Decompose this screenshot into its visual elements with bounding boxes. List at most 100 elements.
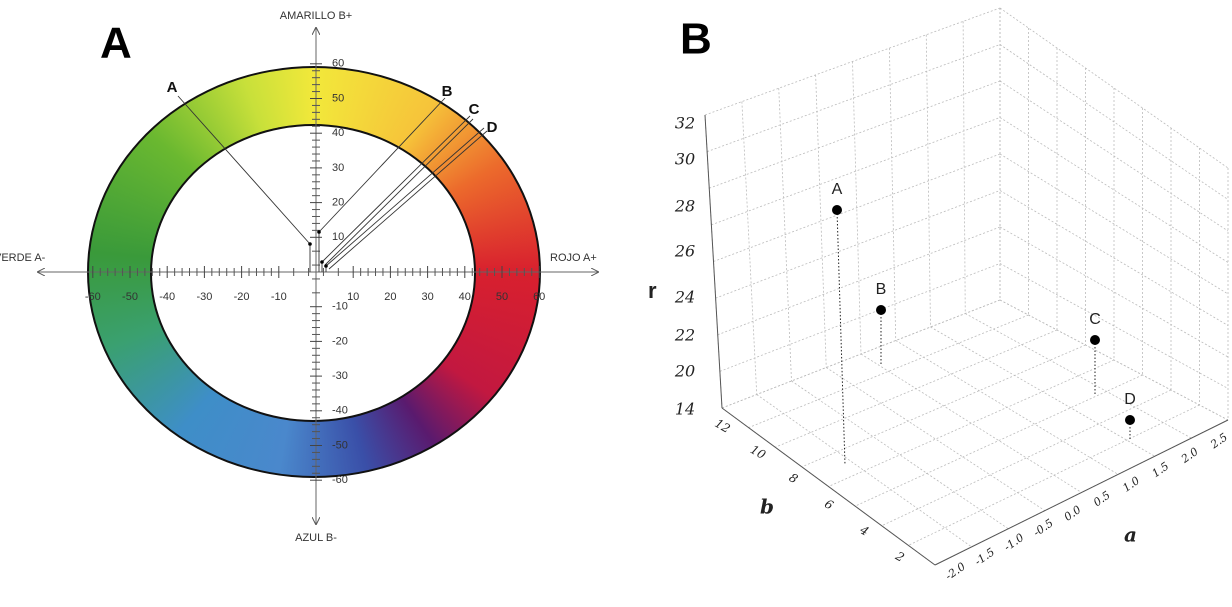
point-dot [1125, 415, 1135, 425]
z-tick-label: 20 [674, 362, 695, 381]
right-tick-label: 0.5 [1091, 488, 1113, 509]
y-tick-label: -30 [332, 370, 348, 382]
z-tick-label: 14 [675, 400, 695, 419]
right-tick-label: 0.0 [1062, 503, 1084, 524]
grid-line [852, 61, 862, 355]
axis-label: VERDE A- [0, 252, 46, 264]
z-tick-label: 32 [675, 114, 695, 133]
y-tick-label: 60 [332, 58, 344, 70]
point-label: C [469, 101, 480, 118]
x-tick-label: 20 [384, 291, 396, 303]
grid-line [721, 407, 936, 566]
grid-line [908, 404, 1200, 546]
drop-line [836, 209, 846, 466]
z-tick-label: 30 [675, 150, 695, 169]
point-line [321, 115, 471, 263]
grid-line [815, 74, 827, 368]
x-tick-label: 40 [459, 291, 471, 303]
right-tick-label: 1.0 [1120, 474, 1142, 495]
point-label: C [1089, 311, 1101, 328]
point-dot [876, 305, 886, 315]
grid-line [721, 299, 1001, 409]
y-tick-label: -50 [332, 439, 348, 451]
right-tick-label: 2.0 [1178, 445, 1201, 466]
right-tick-label: -1.5 [972, 545, 997, 568]
axis-label: a [1124, 523, 1137, 547]
grid-line [888, 48, 897, 341]
right-tick-label: -0.5 [1031, 516, 1056, 539]
point-label: D [487, 119, 498, 136]
x-tick-label: 10 [347, 291, 359, 303]
depth-tick-label: 6 [822, 497, 836, 513]
grid-line [881, 389, 1172, 527]
axis-label: ROJO A+ [550, 252, 597, 264]
y-tick-label: 50 [332, 92, 344, 104]
x-tick-label: 30 [421, 291, 433, 303]
x-tick-label: 50 [496, 291, 508, 303]
grid-line [828, 359, 1115, 487]
y-tick-label: 10 [332, 231, 344, 243]
grid-line [999, 190, 1229, 326]
point-dot [317, 230, 321, 234]
axis-label: r [648, 278, 657, 303]
point-label: A [832, 181, 843, 198]
depth-tick-label: 4 [857, 522, 871, 538]
y-tick-label: -10 [332, 301, 348, 313]
point-label: A [167, 79, 178, 96]
panel-b: B r b a 32 30 28 26 24 22 20 14 12 10 8 6 4 2 -2.0-1.5… [648, 7, 1230, 583]
grid-line [860, 353, 1082, 493]
grid-line [999, 299, 1229, 421]
point-dot [320, 260, 324, 264]
grid-line [930, 326, 1155, 457]
point-dot [308, 242, 312, 246]
grid-line [925, 34, 931, 328]
panel-label: B [680, 15, 712, 64]
x-tick-label: 60 [533, 291, 545, 303]
point-line [177, 95, 311, 245]
y-tick-label: -60 [332, 474, 348, 486]
point-line [328, 130, 488, 270]
x-tick-label: -60 [85, 291, 101, 303]
point-dot [324, 264, 328, 268]
right-tick-label: -2.0 [943, 560, 968, 583]
grid-line [895, 340, 1119, 475]
axis-label: AMARILLO B+ [280, 10, 352, 22]
axis-label: AZUL B- [295, 532, 337, 544]
grid-line [717, 226, 1001, 336]
z-tick-label: 28 [674, 197, 695, 216]
right-tick-label: -1.0 [1002, 531, 1027, 554]
point-label: B [442, 83, 453, 100]
right-tick-label: 2.5 [1207, 430, 1230, 451]
y-tick-label: 30 [332, 162, 344, 174]
grid-line [713, 153, 1001, 262]
right-tick-label: 1.5 [1150, 459, 1172, 480]
grid-line [741, 101, 758, 395]
grid-line [999, 7, 1229, 169]
y-tick-label: 40 [332, 127, 344, 139]
grid-line [704, 114, 723, 409]
point-dot [1090, 335, 1100, 345]
point-line [325, 127, 485, 267]
grid-line [934, 419, 1229, 566]
panel-a: AMARILLO B+ AZUL B- VERDE A- ROJO A+ A -… [0, 10, 598, 544]
grid-line [999, 117, 1229, 263]
x-tick-label: -40 [159, 291, 175, 303]
depth-tick-label: 12 [712, 416, 732, 436]
grid-line [715, 190, 1001, 299]
grid-line [826, 367, 1046, 511]
grid-line [801, 344, 1086, 468]
z-tick-label: 24 [674, 288, 695, 307]
y-tick-label: -40 [332, 405, 348, 417]
grid-line [965, 313, 1192, 439]
panel-label: A [100, 19, 132, 68]
depth-tick-label: 8 [787, 470, 801, 486]
point-line [318, 97, 446, 233]
x-tick-label: -20 [234, 291, 250, 303]
point-dot [832, 205, 842, 215]
grid-line [778, 88, 792, 382]
y-tick-label: 20 [332, 197, 344, 209]
x-tick-label: -30 [196, 291, 212, 303]
grid-line [854, 374, 1143, 507]
